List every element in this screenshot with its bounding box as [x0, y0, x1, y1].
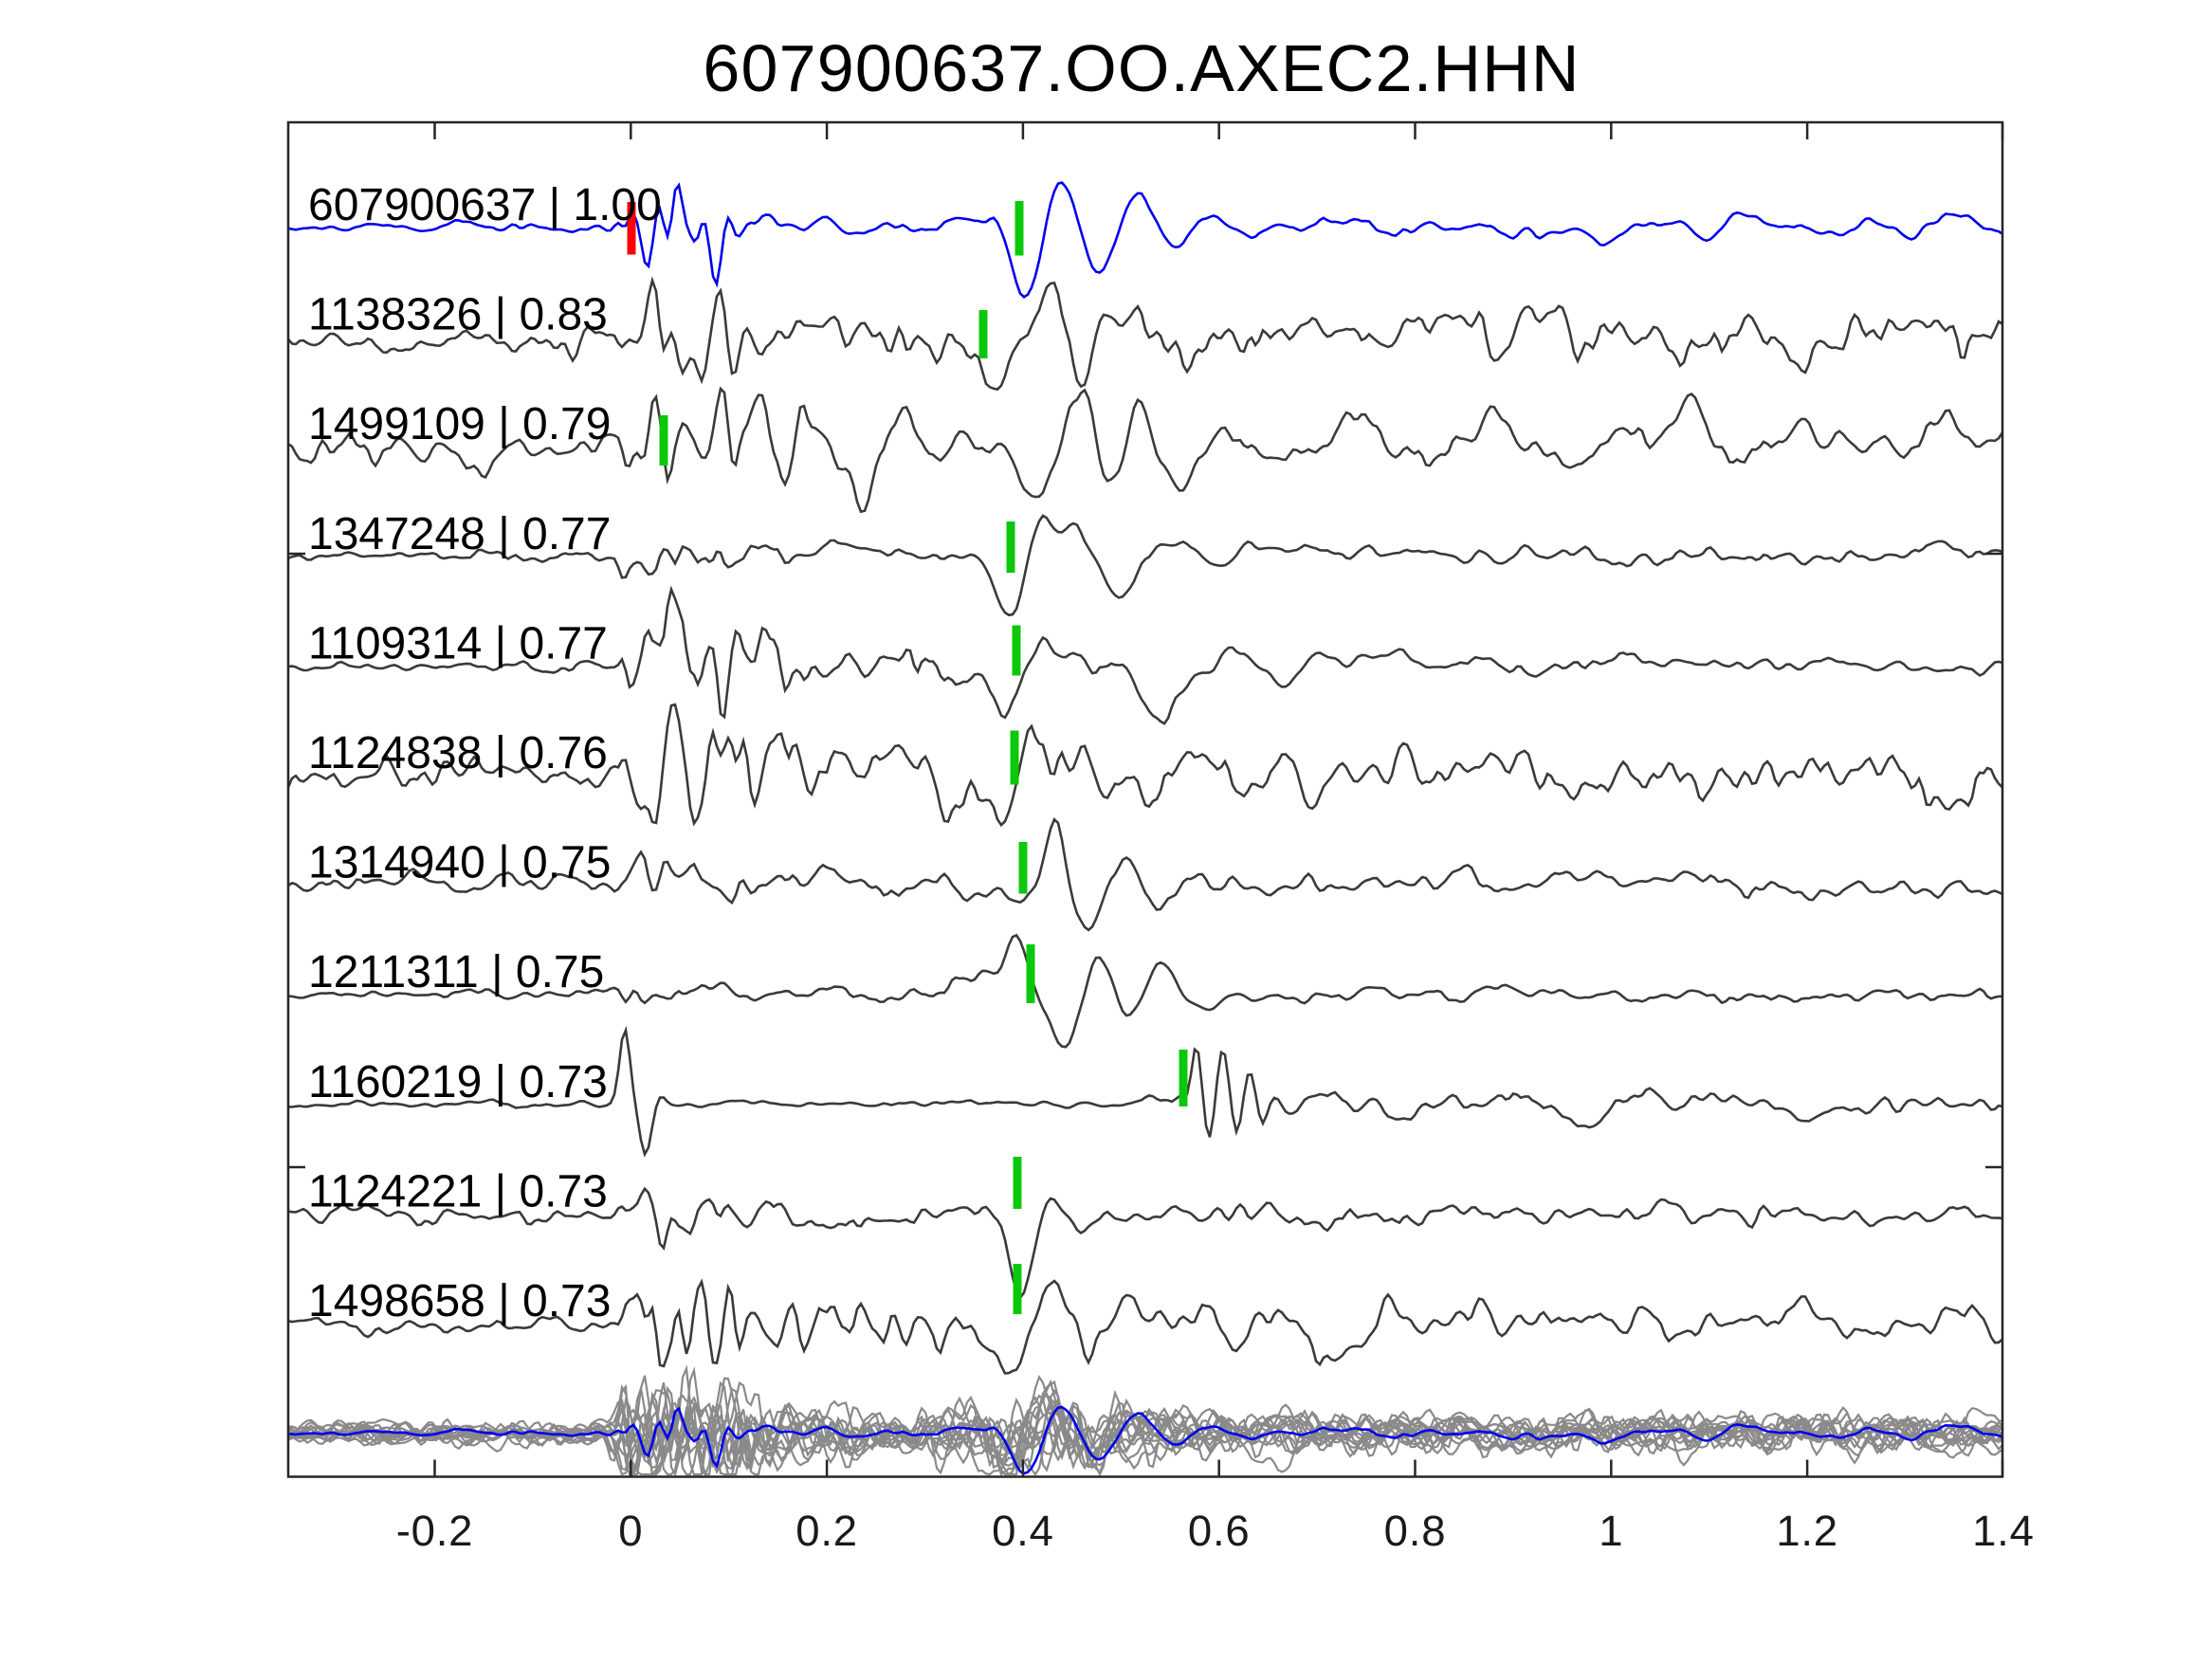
svg-text:1498658 | 0.73: 1498658 | 0.73: [308, 1276, 611, 1326]
svg-text:607900637.OO.AXEC2.HHN: 607900637.OO.AXEC2.HHN: [703, 31, 1580, 105]
svg-text:1: 1: [1599, 1507, 1623, 1555]
svg-text:1499109 | 0.79: 1499109 | 0.79: [308, 399, 611, 449]
svg-text:1.2: 1.2: [1776, 1507, 1838, 1555]
svg-text:0.2: 0.2: [795, 1507, 858, 1555]
svg-text:-0.2: -0.2: [396, 1507, 474, 1555]
svg-text:1124221 | 0.73: 1124221 | 0.73: [308, 1166, 608, 1216]
svg-text:0.8: 0.8: [1384, 1507, 1447, 1555]
svg-text:1138326 | 0.83: 1138326 | 0.83: [308, 290, 608, 340]
svg-text:1314940 | 0.75: 1314940 | 0.75: [308, 838, 611, 888]
svg-text:1347248 | 0.77: 1347248 | 0.77: [308, 509, 611, 559]
svg-text:1109314 | 0.77: 1109314 | 0.77: [308, 618, 608, 668]
svg-text:1.4: 1.4: [1972, 1507, 2035, 1555]
svg-text:1124838 | 0.76: 1124838 | 0.76: [308, 728, 608, 778]
svg-text:0: 0: [618, 1507, 643, 1555]
svg-text:1160219 | 0.73: 1160219 | 0.73: [308, 1057, 608, 1107]
svg-text:1211311 | 0.75: 1211311 | 0.75: [308, 947, 604, 997]
svg-text:607900637 | 1.00: 607900637 | 1.00: [308, 180, 662, 230]
svg-text:0.4: 0.4: [992, 1507, 1054, 1555]
svg-text:0.6: 0.6: [1188, 1507, 1251, 1555]
